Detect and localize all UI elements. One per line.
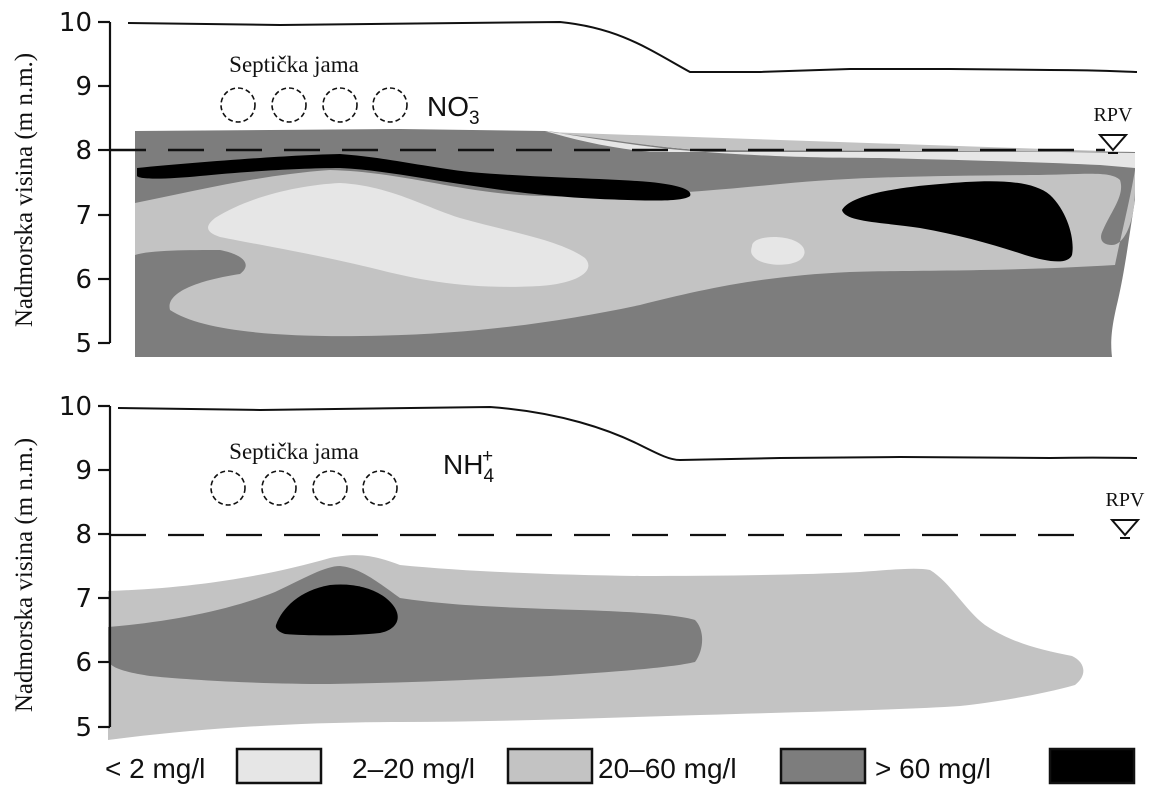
ammonium-zone-gt60 xyxy=(275,584,398,636)
legend-label-lt2: < 2 mg/l xyxy=(105,753,205,784)
ammonium-ground-surface xyxy=(117,405,1138,462)
nitrate-rpv-label: RPV xyxy=(1094,104,1133,126)
legend-swatch-20-60 xyxy=(779,747,867,785)
ammonium-septic-tank-4 xyxy=(362,470,398,506)
nitrate-tick-label-10: 10 xyxy=(59,8,92,38)
ammonium-y-axis-label: Nadmorska visina (m n.m.) xyxy=(11,438,38,712)
nitrate-panel: RPV Septička jama NO3− 10 9 8 7 6 5 Nadm… xyxy=(11,8,1138,359)
ammonium-ion-superscript: + xyxy=(482,446,493,467)
ammonium-y-ticks xyxy=(98,404,110,729)
nitrate-zone-lt2-top xyxy=(545,131,1135,168)
ammonium-ion-base: NH xyxy=(443,449,483,480)
ammonium-tick-label-6: 6 xyxy=(75,648,92,678)
nitrate-ion-label: NO3− xyxy=(427,88,480,129)
nitrate-zone-2-20 xyxy=(135,132,1135,337)
legend-swatch-2-20 xyxy=(506,747,594,785)
nitrate-tick-label-9: 9 xyxy=(75,72,92,102)
ammonium-rpv-label: RPV xyxy=(1106,489,1145,511)
nitrate-tick-label-5: 5 xyxy=(75,329,92,359)
ammonium-tick-label-10: 10 xyxy=(59,392,92,422)
ammonium-ion-subscript: 4 xyxy=(483,466,494,487)
ammonium-tick-label-9: 9 xyxy=(75,456,92,486)
nitrate-septic-tank-label: Septička jama xyxy=(229,52,359,77)
ammonium-septic-tank-label: Septička jama xyxy=(229,439,359,464)
ammonium-panel: RPV Septička jama NH4+ 10 9 8 7 6 5 Nadm… xyxy=(11,392,1145,743)
ammonium-tick-label-5: 5 xyxy=(75,713,92,743)
nitrate-ion-subscript: 3 xyxy=(469,108,480,129)
nitrate-ion-superscript: − xyxy=(468,88,479,109)
nitrate-tick-label-8: 8 xyxy=(75,136,92,166)
nitrate-septic-tank-4 xyxy=(372,87,408,123)
nitrate-septic-tank-2 xyxy=(271,87,307,123)
nitrate-water-table-triangle-icon xyxy=(1097,134,1129,152)
legend-swatch-lt2 xyxy=(235,747,323,785)
ammonium-zone-20-60 xyxy=(108,566,703,684)
ammonium-septic-tank-1 xyxy=(210,470,246,506)
nitrate-zone-lt2-small xyxy=(751,236,805,265)
ammonium-ion-label: NH4+ xyxy=(443,446,494,487)
legend-swatch-gt60 xyxy=(1048,747,1136,785)
nitrate-ground-surface xyxy=(127,20,1138,73)
nitrate-septic-tank-1 xyxy=(220,87,256,123)
nitrate-y-ticks xyxy=(98,20,110,345)
nitrate-y-axis-label: Nadmorska visina (m n.m.) xyxy=(11,53,38,327)
nitrate-zone-gt60-blob xyxy=(842,181,1073,262)
legend-label-gt60: > 60 mg/l xyxy=(875,753,991,784)
legend-label-2-20: 2–20 mg/l xyxy=(352,753,475,784)
nitrate-zone-gt60-band xyxy=(137,154,691,201)
nitrate-ion-base: NO xyxy=(427,91,469,122)
ammonium-septic-tank-3 xyxy=(312,470,348,506)
nitrate-tick-label-7: 7 xyxy=(75,201,92,231)
ammonium-septic-tank-2 xyxy=(261,470,297,506)
legend: < 2 mg/l 2–20 mg/l 20–60 mg/l > 60 mg/l xyxy=(105,747,1136,785)
legend-label-20-60: 20–60 mg/l xyxy=(598,753,737,784)
nitrate-zone-lt2-main xyxy=(208,183,589,287)
nitrate-septic-tank-3 xyxy=(322,87,358,123)
ammonium-water-table-triangle-icon xyxy=(1109,519,1141,537)
ammonium-tick-label-8: 8 xyxy=(75,520,92,550)
ammonium-tick-label-7: 7 xyxy=(75,584,92,614)
nitrate-tick-label-6: 6 xyxy=(75,265,92,295)
